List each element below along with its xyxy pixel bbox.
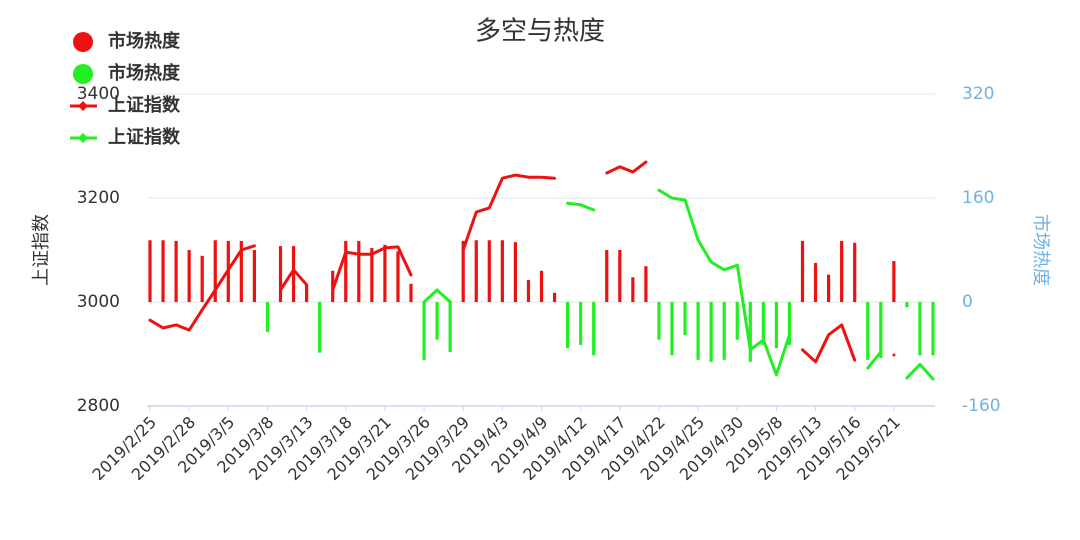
- bar: [670, 302, 674, 356]
- bar: [187, 250, 191, 302]
- legend-marker: [73, 32, 93, 52]
- bar: [722, 302, 726, 360]
- bar: [252, 250, 256, 302]
- bar: [448, 302, 452, 353]
- bar: [592, 302, 596, 356]
- index-line: [331, 245, 413, 292]
- bar: [748, 302, 752, 362]
- y2-tick-label: 0: [962, 292, 973, 312]
- bar: [827, 274, 831, 302]
- index-line: [801, 323, 857, 364]
- bar: [657, 302, 661, 340]
- bar: [618, 250, 622, 302]
- bar: [305, 285, 309, 302]
- legend-label: 上证指数: [108, 94, 181, 116]
- bar: [500, 240, 504, 302]
- index-line: [566, 201, 596, 212]
- bar: [161, 240, 165, 302]
- bar: [631, 277, 635, 302]
- bar: [840, 240, 844, 302]
- bar: [461, 240, 465, 302]
- bar: [409, 283, 413, 302]
- y2-axis-label: 市场热度: [1030, 214, 1051, 286]
- index-line: [905, 362, 935, 381]
- bar: [892, 261, 896, 302]
- bar: [800, 240, 805, 302]
- legend-label: 上证指数: [108, 126, 181, 148]
- bar: [683, 302, 687, 336]
- index-line: [461, 173, 556, 252]
- legend-label: 市场热度: [108, 62, 181, 84]
- bar: [213, 240, 217, 302]
- bar: [761, 302, 765, 345]
- bar: [709, 302, 713, 362]
- y2-tick-label: -160: [962, 396, 1001, 416]
- y-tick-label: 2800: [77, 396, 120, 416]
- bar: [813, 263, 818, 302]
- bar: [396, 251, 400, 302]
- bar: [487, 240, 491, 302]
- y-tick-label: 3000: [77, 292, 120, 312]
- bar: [787, 302, 792, 345]
- bar: [200, 255, 204, 302]
- bar: [931, 302, 935, 356]
- bar: [735, 302, 739, 340]
- bar: [853, 242, 857, 302]
- bar: [435, 302, 439, 340]
- legend-marker: [78, 133, 88, 143]
- bar: [291, 246, 296, 302]
- bar: [696, 302, 700, 360]
- bar: [239, 240, 243, 302]
- bar: [474, 240, 478, 302]
- legend-label: 市场热度: [108, 30, 181, 52]
- index-line: [422, 288, 452, 304]
- bar: [148, 240, 152, 302]
- bar: [357, 240, 361, 302]
- legend-marker: [78, 101, 88, 111]
- legend-marker: [73, 64, 93, 84]
- index-line: [279, 268, 309, 292]
- index-line: [866, 350, 883, 370]
- y-tick-label: 3200: [77, 188, 120, 208]
- bar: [344, 240, 348, 302]
- bar: [605, 250, 609, 302]
- bar: [774, 302, 778, 349]
- chart-title: 多空与热度: [475, 17, 605, 47]
- bar: [866, 302, 870, 360]
- bar: [566, 302, 570, 349]
- bar: [918, 302, 922, 356]
- bar: [644, 266, 648, 302]
- bar: [579, 302, 583, 345]
- index-line: [657, 188, 791, 377]
- bar: [318, 302, 322, 353]
- y-tick-label: 3400: [77, 84, 120, 104]
- index-line: [148, 244, 256, 332]
- bar: [278, 246, 283, 302]
- bar: [905, 302, 909, 308]
- bar: [539, 270, 544, 302]
- bar: [552, 292, 557, 302]
- bar: [422, 302, 426, 360]
- y-axis-label: 上证指数: [31, 214, 52, 286]
- y2-tick-label: 320: [962, 84, 994, 104]
- bar: [370, 248, 374, 302]
- bar: [526, 279, 531, 302]
- bar: [174, 240, 178, 302]
- y2-tick-label: 160: [962, 188, 994, 208]
- index-line: [605, 160, 648, 175]
- bar: [383, 244, 387, 302]
- bar: [513, 242, 517, 302]
- bar: [879, 302, 883, 358]
